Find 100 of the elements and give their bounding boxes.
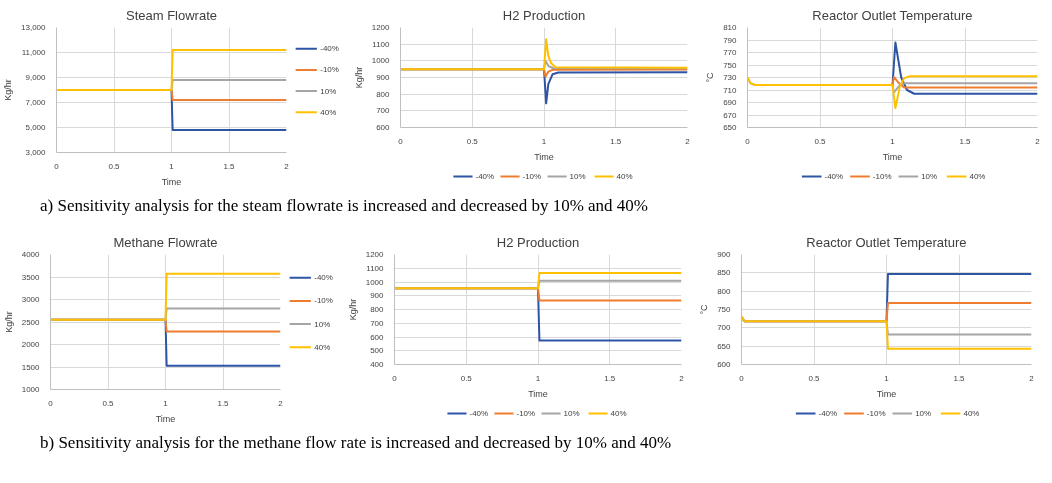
- y-tick-label: 690: [723, 98, 738, 107]
- chart-title: H2 Production: [496, 234, 580, 250]
- x-tick-label: 0: [739, 373, 745, 383]
- y-tick-label: 810: [723, 23, 738, 32]
- x-axis-title: Time: [161, 176, 182, 187]
- y-tick-label: 600: [370, 332, 385, 342]
- x-tick-label: 1.5: [953, 373, 966, 383]
- legend-label: -10%: [516, 409, 536, 418]
- y-tick-label: 1200: [365, 250, 385, 259]
- x-tick-label: 1.5: [223, 161, 236, 171]
- y-tick-label: 600: [376, 123, 391, 132]
- x-tick-label: 1.5: [959, 136, 972, 146]
- x-tick-label: 0.5: [808, 373, 821, 383]
- y-tick-label: 650: [723, 123, 738, 132]
- y-tick-label: 750: [717, 305, 732, 314]
- x-tick-label: 0: [392, 373, 398, 383]
- y-axis-title: Kg/hr: [3, 311, 14, 333]
- text: a) Sensitivity analysis for the steam flowrate is increased and decreased by 10% and 40%: [40, 195, 649, 217]
- y-tick-label: 1100: [372, 39, 391, 49]
- x-axis-title: Time: [882, 151, 903, 162]
- x-tick-label: 0: [54, 161, 60, 171]
- text: b) Sensitivity analysis for the methane flow rate is increased and decreased by 10% and 40%: [40, 432, 672, 454]
- x-tick-label: 2: [278, 398, 284, 408]
- x-tick-label: 1: [541, 136, 547, 146]
- y-axis-title: Kg/hr: [3, 79, 14, 101]
- y-tick-label: 1500: [21, 362, 41, 372]
- x-tick-label: 2: [685, 136, 691, 146]
- y-tick-label: 1200: [371, 23, 391, 32]
- legend-label: -40%: [824, 172, 844, 181]
- y-tick-label: 700: [376, 106, 391, 116]
- y-tick-label: 1000: [365, 277, 385, 287]
- legend-label: 10%: [915, 409, 932, 418]
- y-axis-title: °C: [699, 303, 710, 315]
- y-tick-label: 9,000: [25, 73, 47, 82]
- y-tick-label: 4000: [21, 250, 41, 259]
- legend-label: 40%: [610, 409, 627, 418]
- y-axis-title: Kg/hr: [353, 66, 364, 89]
- x-tick-label: 2: [1035, 136, 1041, 146]
- chart-title: Reactor Outlet Temperature: [806, 234, 967, 250]
- y-tick-label: 3000: [21, 295, 41, 304]
- x-tick-label: 2: [679, 373, 685, 383]
- x-tick-label: 1: [884, 373, 890, 383]
- y-tick-label: 770: [723, 48, 738, 57]
- y-tick-label: 11,000: [21, 48, 47, 57]
- x-axis-title: Time: [876, 388, 897, 399]
- legend-label: 10%: [563, 409, 580, 418]
- legend-label: -10%: [320, 65, 339, 75]
- x-tick-label: 1.5: [610, 136, 622, 146]
- legend-label: 10%: [921, 172, 938, 181]
- x-tick-label: 1: [163, 398, 169, 408]
- y-tick-label: 730: [723, 73, 738, 82]
- legend-label: -40%: [818, 409, 838, 418]
- legend-label: -40%: [469, 409, 489, 418]
- y-tick-label: 2500: [21, 317, 41, 327]
- x-tick-label: 0: [48, 398, 54, 408]
- y-tick-label: 3,000: [25, 148, 47, 157]
- chart-title: H2 Production: [502, 7, 586, 23]
- y-tick-label: 900: [717, 250, 732, 259]
- y-axis-title: Kg/hr: [347, 298, 358, 321]
- legend-label: 40%: [963, 409, 980, 418]
- x-axis-title: Time: [534, 151, 554, 162]
- y-tick-label: 1000: [371, 56, 391, 66]
- legend-label: -40%: [320, 44, 339, 54]
- x-tick-label: 2: [1029, 373, 1035, 383]
- x-tick-label: 0.5: [460, 373, 473, 383]
- x-tick-label: 1: [169, 161, 175, 171]
- y-tick-label: 800: [717, 286, 732, 296]
- chart-title: Reactor Outlet Temperature: [812, 7, 973, 23]
- legend-label: -10%: [872, 172, 892, 181]
- x-tick-label: 1: [535, 373, 541, 383]
- legend-label: -40%: [475, 172, 495, 181]
- legend-label: 40%: [969, 172, 986, 181]
- y-axis-title: °C: [705, 71, 716, 83]
- x-tick-label: 0.5: [108, 161, 121, 171]
- legend-label: -40%: [314, 273, 333, 283]
- y-tick-label: 1100: [366, 263, 385, 273]
- x-tick-label: 1: [890, 136, 896, 146]
- legend-label: -10%: [522, 172, 542, 181]
- y-tick-label: 800: [376, 89, 391, 99]
- chart-title: Steam Flowrate: [125, 7, 218, 23]
- legend-label: 40%: [314, 342, 331, 352]
- y-tick-label: 710: [723, 85, 738, 95]
- y-tick-label: 900: [370, 291, 385, 301]
- y-tick-label: 670: [723, 110, 738, 120]
- x-tick-label: 0.5: [466, 136, 479, 146]
- x-tick-label: 0: [745, 136, 751, 146]
- y-tick-label: 850: [717, 268, 732, 278]
- legend-label: 40%: [320, 107, 337, 117]
- y-tick-label: 700: [370, 318, 385, 328]
- y-tick-label: 1000: [21, 385, 41, 394]
- x-tick-label: 2: [284, 161, 290, 171]
- legend-label: 10%: [314, 319, 331, 329]
- y-tick-label: 800: [370, 305, 385, 314]
- x-tick-label: 1.5: [604, 373, 616, 383]
- x-tick-label: 1.5: [217, 398, 230, 408]
- y-tick-label: 400: [370, 360, 385, 369]
- chart-title: Methane Flowrate: [113, 234, 218, 250]
- x-tick-label: 0: [398, 136, 404, 146]
- y-tick-label: 2000: [21, 340, 41, 349]
- y-tick-label: 3500: [21, 272, 41, 282]
